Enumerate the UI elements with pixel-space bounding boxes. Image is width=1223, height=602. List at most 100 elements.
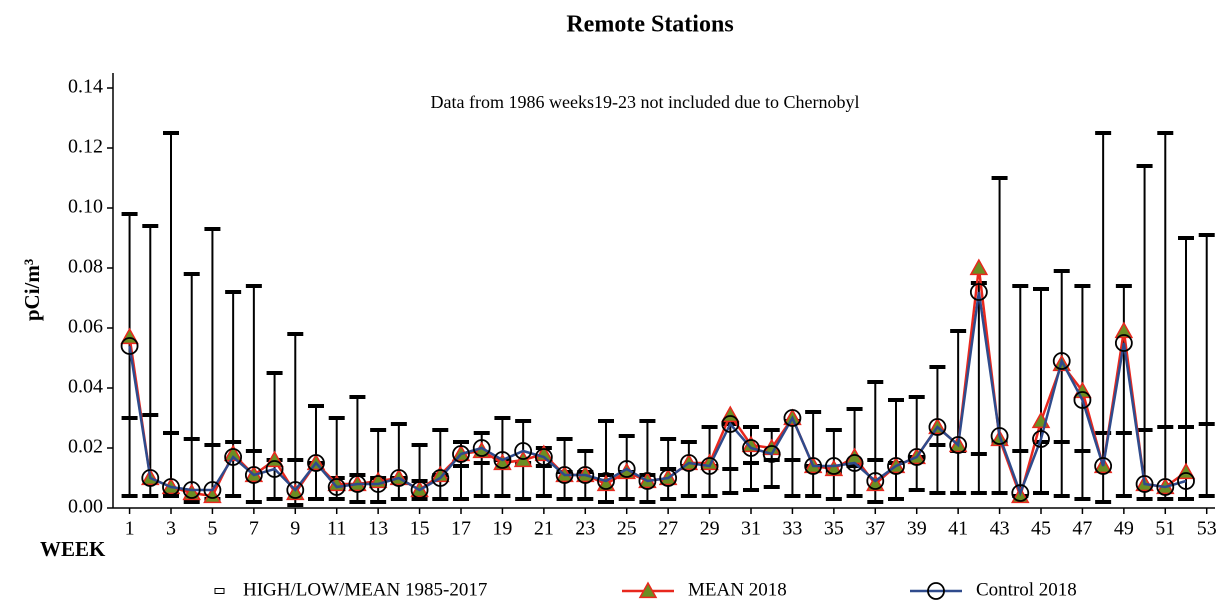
point — [659, 469, 678, 487]
point — [203, 481, 222, 499]
x-tick-label: 27 — [658, 518, 678, 540]
x-tick-label: 41 — [948, 518, 968, 540]
x-tick-label: 21 — [534, 518, 554, 540]
x-tick-label: 49 — [1114, 518, 1134, 540]
x-tick-label: 25 — [617, 518, 637, 540]
point — [804, 457, 823, 475]
point — [887, 457, 905, 475]
point — [493, 453, 512, 471]
point — [514, 442, 533, 460]
legend-label: MEAN 2018 — [688, 579, 787, 600]
x-axis-label: WEEK — [40, 537, 106, 561]
x-tick-label: 17 — [451, 518, 471, 540]
x-tick-label: 11 — [327, 518, 346, 540]
point — [348, 475, 367, 493]
point — [576, 466, 595, 484]
point — [141, 469, 160, 487]
point — [969, 283, 988, 301]
point — [162, 478, 180, 496]
x-tick-label: 9 — [290, 518, 300, 540]
y-tick-label: 0.02 — [68, 436, 103, 458]
point — [679, 454, 698, 472]
y-tick-label: 0.12 — [68, 136, 103, 158]
point — [224, 448, 243, 466]
point — [1114, 321, 1134, 339]
legend-marker — [638, 581, 658, 599]
x-tick-label: 29 — [700, 518, 720, 540]
point — [286, 481, 305, 499]
point — [286, 483, 305, 501]
point — [783, 409, 802, 427]
annotation: Data from 1986 weeks19-23 not included d… — [431, 92, 860, 112]
point — [182, 481, 201, 499]
point — [617, 460, 636, 478]
x-tick-label: 23 — [575, 518, 595, 540]
chart-title: Remote Stations — [566, 12, 733, 38]
point — [389, 469, 408, 487]
y-tick-label: 0.04 — [68, 376, 103, 398]
point — [1073, 391, 1092, 409]
x-tick-label: 15 — [410, 518, 430, 540]
x-tick-label: 39 — [907, 518, 927, 540]
point — [1094, 457, 1113, 475]
point — [845, 454, 864, 472]
point — [638, 472, 657, 490]
y-tick-label: 0.10 — [68, 196, 103, 218]
point — [182, 483, 201, 501]
x-tick-label: 43 — [990, 518, 1010, 540]
point — [1177, 472, 1195, 490]
legend-swatch — [214, 588, 225, 594]
x-tick-label: 3 — [166, 518, 176, 540]
point — [327, 478, 346, 496]
x-tick-label: 53 — [1197, 518, 1217, 540]
point — [762, 445, 781, 463]
point — [410, 481, 429, 499]
point — [928, 418, 947, 436]
point — [597, 472, 615, 490]
point — [742, 439, 760, 457]
x-tick-label: 45 — [1031, 518, 1051, 540]
series-line — [128, 291, 1187, 497]
x-tick-label: 1 — [125, 518, 135, 540]
x-tick-label: 33 — [782, 518, 802, 540]
point — [223, 444, 243, 462]
x-tick-label: 5 — [207, 518, 217, 540]
x-tick-label: 13 — [368, 518, 388, 540]
legend-marker — [927, 582, 945, 600]
point — [472, 439, 491, 457]
x-tick-label: 19 — [492, 518, 512, 540]
point — [244, 466, 263, 484]
point — [1156, 478, 1175, 496]
y-tick-label: 0.06 — [68, 316, 103, 338]
point — [990, 427, 1009, 445]
x-tick-label: 35 — [824, 518, 844, 540]
x-tick-label: 37 — [865, 518, 885, 540]
legend-label: Control 2018 — [976, 579, 1077, 600]
legend-label: HIGH/LOW/MEAN 1985-2017 — [243, 579, 487, 600]
point — [596, 474, 616, 492]
point — [866, 474, 885, 492]
point — [534, 448, 553, 466]
point — [866, 472, 885, 490]
x-tick-label: 31 — [741, 518, 761, 540]
point — [452, 445, 470, 463]
x-tick-label: 47 — [1072, 518, 1092, 540]
point — [907, 448, 926, 466]
x-tick-label: 51 — [1155, 518, 1175, 540]
point — [1135, 475, 1154, 493]
point — [265, 460, 284, 478]
x-tick-label: 7 — [249, 518, 259, 540]
y-tick-label: 0.08 — [68, 256, 103, 278]
point — [555, 466, 574, 484]
point — [700, 457, 719, 475]
y-tick-label: 0.00 — [68, 496, 103, 518]
y-tick-label: 0.14 — [68, 76, 103, 98]
point — [431, 469, 450, 487]
y-axis-label: pCi/m³ — [20, 259, 44, 321]
point — [369, 475, 388, 493]
point — [824, 457, 843, 475]
point — [307, 454, 325, 472]
point — [721, 415, 740, 433]
point — [824, 459, 844, 477]
